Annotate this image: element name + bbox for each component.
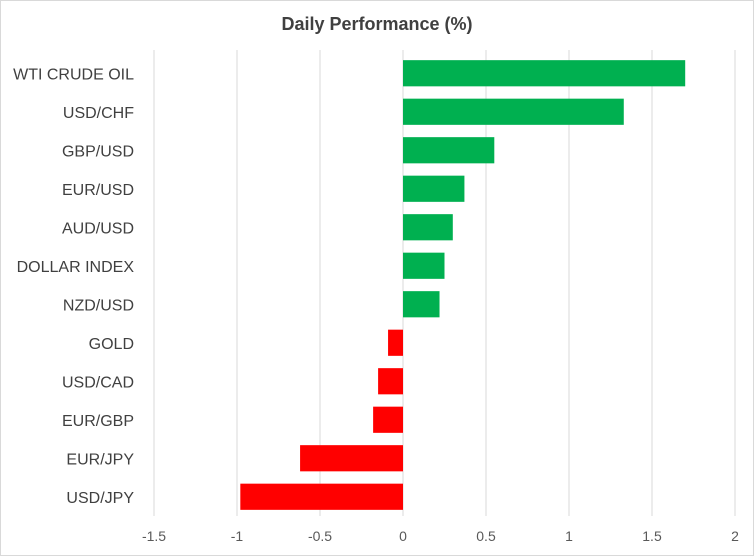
chart-title: Daily Performance (%)	[281, 14, 472, 34]
bar	[403, 291, 440, 318]
category-label: AUD/USD	[62, 220, 134, 237]
bar	[240, 483, 403, 510]
category-label: WTI CRUDE OIL	[13, 66, 134, 83]
category-label: EUR/USD	[62, 182, 134, 199]
bar	[378, 368, 403, 395]
category-label: DOLLAR INDEX	[17, 259, 135, 276]
category-label: USD/CHF	[63, 105, 134, 122]
x-tick-label: -0.5	[308, 528, 332, 544]
bar	[403, 60, 686, 87]
bar	[403, 214, 453, 241]
bars	[240, 60, 686, 510]
x-axis-tick-labels: -1.5 -1 -0.5 0 0.5 1 1.5 2	[142, 528, 739, 544]
category-label: USD/CAD	[62, 374, 134, 391]
category-label: EUR/GBP	[62, 413, 134, 430]
category-label: NZD/USD	[63, 297, 134, 314]
x-tick-label: 1.5	[642, 528, 662, 544]
x-tick-label: 2	[731, 528, 739, 544]
x-tick-label: -1	[231, 528, 244, 544]
category-label: USD/JPY	[66, 490, 134, 507]
bar	[388, 329, 403, 356]
bar	[373, 406, 403, 433]
category-label: GBP/USD	[62, 143, 134, 160]
x-tick-label: 0.5	[476, 528, 496, 544]
x-tick-label: 1	[565, 528, 573, 544]
bar	[403, 252, 445, 279]
category-labels: WTI CRUDE OIL USD/CHF GBP/USD EUR/USD AUD/US…	[13, 66, 134, 507]
x-tick-label: -1.5	[142, 528, 166, 544]
x-tick-label: 0	[399, 528, 407, 544]
bar	[403, 98, 624, 125]
bar	[300, 445, 403, 472]
bar	[403, 137, 495, 164]
gridlines	[153, 50, 736, 516]
category-label: EUR/JPY	[66, 451, 134, 468]
bar	[403, 175, 465, 202]
category-label: GOLD	[89, 336, 134, 353]
